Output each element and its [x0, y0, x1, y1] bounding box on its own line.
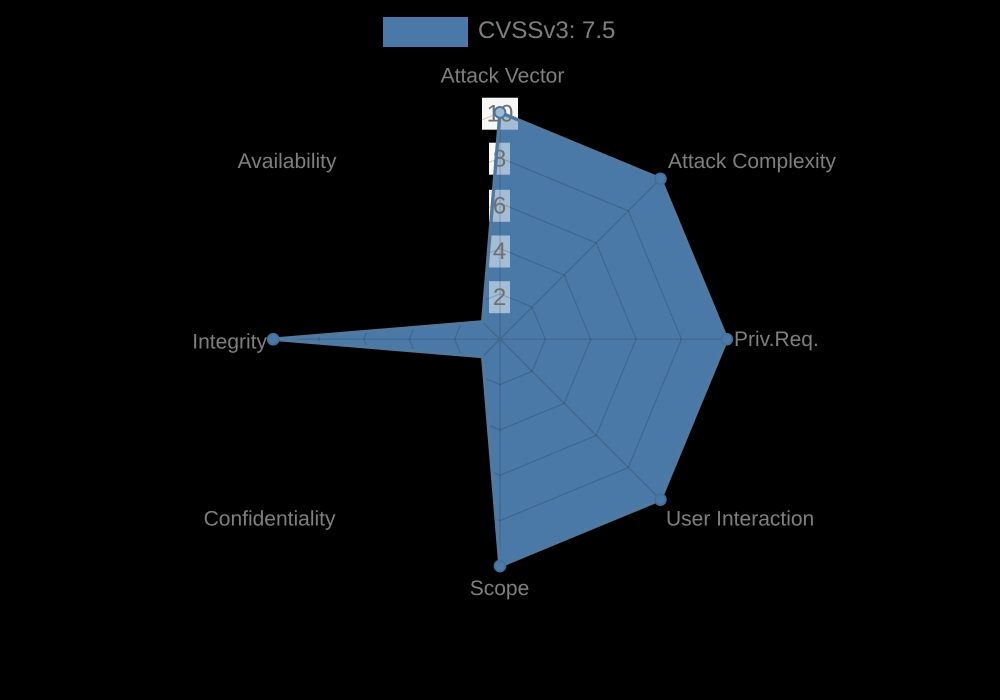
svg-text:Attack Complexity: Attack Complexity: [668, 150, 837, 173]
svg-text:Availability: Availability: [238, 150, 337, 173]
svg-text:4: 4: [493, 238, 506, 265]
svg-text:User Interaction: User Interaction: [666, 507, 814, 530]
svg-text:Priv.Req.: Priv.Req.: [734, 328, 819, 351]
svg-text:Integrity: Integrity: [192, 331, 267, 354]
svg-text:2: 2: [493, 284, 506, 311]
svg-text:Attack Vector: Attack Vector: [441, 65, 565, 88]
svg-text:Scope: Scope: [470, 577, 530, 600]
svg-text:CVSSv3: 7.5: CVSSv3: 7.5: [478, 17, 615, 44]
svg-text:Confidentiality: Confidentiality: [204, 507, 336, 530]
svg-text:6: 6: [493, 192, 506, 219]
